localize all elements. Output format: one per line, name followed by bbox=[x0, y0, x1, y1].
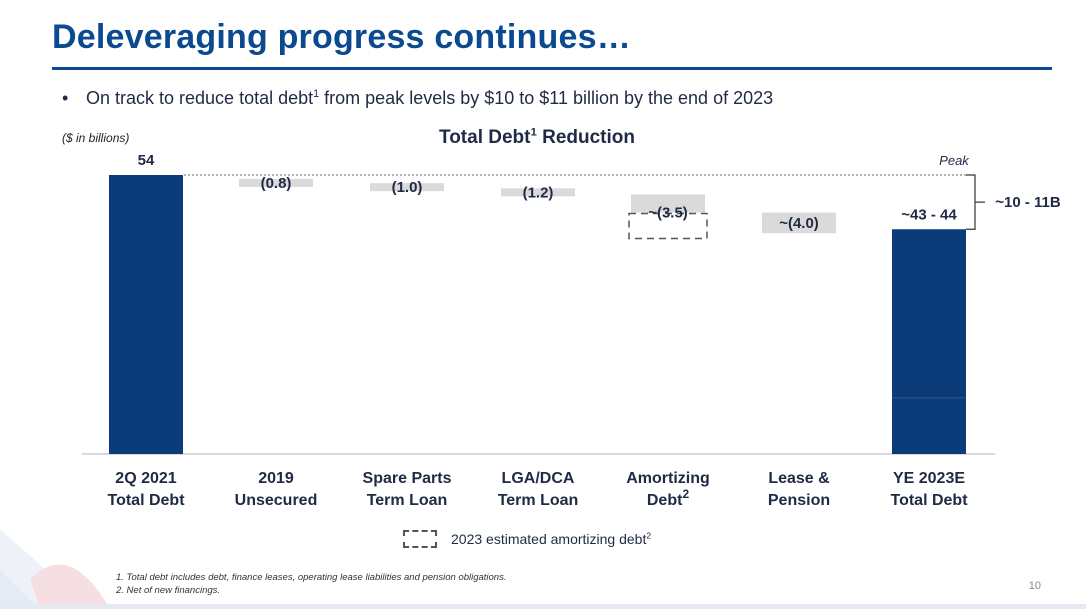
bar-step-5 bbox=[762, 212, 836, 234]
category-label-2-line1: Spare Parts bbox=[363, 470, 452, 487]
legend-label: 2023 estimated amortizing debt bbox=[451, 531, 647, 547]
data-label-3: (1.2) bbox=[523, 184, 554, 201]
category-label-2-line2: Term Loan bbox=[367, 492, 448, 509]
category-label-1-line2: Unsecured bbox=[235, 492, 318, 509]
bar-total-0 bbox=[109, 175, 183, 454]
chart-title-text: Total Debt bbox=[439, 127, 531, 148]
bar-step-4 bbox=[631, 194, 705, 213]
bullet-dot-icon: • bbox=[62, 88, 69, 108]
footnote-1: 1. Total debt includes debt, finance lea… bbox=[116, 572, 507, 583]
title-divider bbox=[52, 67, 1052, 70]
legend-footnote-ref: 2 bbox=[646, 530, 652, 541]
data-label-1: (0.8) bbox=[261, 175, 292, 192]
category-label-0-line1: 2Q 2021 bbox=[115, 470, 176, 487]
category-footnote-ref: 2 bbox=[682, 487, 689, 501]
dashed-box-icon bbox=[403, 530, 437, 548]
bar-total-6 bbox=[892, 229, 966, 454]
data-label-4: ~(3.5) bbox=[648, 205, 688, 222]
data-label-0: 54 bbox=[138, 152, 155, 169]
category-label-3-line2: Term Loan bbox=[498, 492, 579, 509]
bar-step-1 bbox=[239, 179, 313, 187]
footnote-2: 2. Net of new financings. bbox=[116, 585, 221, 596]
category-label-0-line2: Total Debt bbox=[107, 492, 185, 509]
chart-title-suffix: Reduction bbox=[536, 127, 635, 148]
bullet-text: On track to reduce total debt bbox=[86, 88, 314, 108]
peak-label: Peak bbox=[939, 153, 970, 168]
category-label-5-line1: Lease & bbox=[768, 470, 830, 487]
dashed-estimate-box bbox=[628, 212, 708, 240]
corner-decoration bbox=[0, 529, 110, 609]
page-title: Deleveraging progress continues… bbox=[52, 18, 631, 56]
unit-note: ($ in billions) bbox=[62, 131, 130, 145]
bullet-point: • On track to reduce total debt1 from pea… bbox=[62, 88, 773, 109]
data-label-2: (1.0) bbox=[392, 179, 423, 196]
category-label-3-line1: LGA/DCA bbox=[502, 470, 575, 487]
footnotes: 1. Total debt includes debt, finance lea… bbox=[116, 571, 506, 597]
category-label-6-line1: YE 2023E bbox=[893, 470, 965, 487]
data-label-5: ~(4.0) bbox=[779, 215, 819, 232]
bar-step-2 bbox=[370, 183, 444, 192]
chart-legend: 2023 estimated amortizing debt2 bbox=[403, 530, 651, 548]
page-number: 10 bbox=[1028, 580, 1041, 592]
category-label-6-line2: Total Debt bbox=[890, 492, 968, 509]
bottom-divider bbox=[0, 604, 1086, 609]
bar-step-3 bbox=[501, 188, 575, 197]
bullet-footnote-ref: 1 bbox=[313, 88, 320, 100]
chart-title-footnote-ref: 1 bbox=[530, 126, 537, 139]
reduction-bracket bbox=[966, 174, 976, 230]
chart-title: Total Debt1 Reduction bbox=[0, 127, 1086, 149]
category-label-1-line1: 2019 bbox=[258, 470, 294, 487]
data-label-6: ~43 - 44 bbox=[901, 206, 957, 223]
reduction-label: ~10 - 11B bbox=[995, 194, 1061, 211]
category-label-4-line2: Debt2 bbox=[647, 487, 690, 509]
category-label-5-line2: Pension bbox=[768, 492, 830, 509]
category-label-4-line1: Amortizing bbox=[626, 470, 710, 487]
bullet-text-rest: from peak levels by $10 to $11 billion b… bbox=[319, 88, 774, 108]
